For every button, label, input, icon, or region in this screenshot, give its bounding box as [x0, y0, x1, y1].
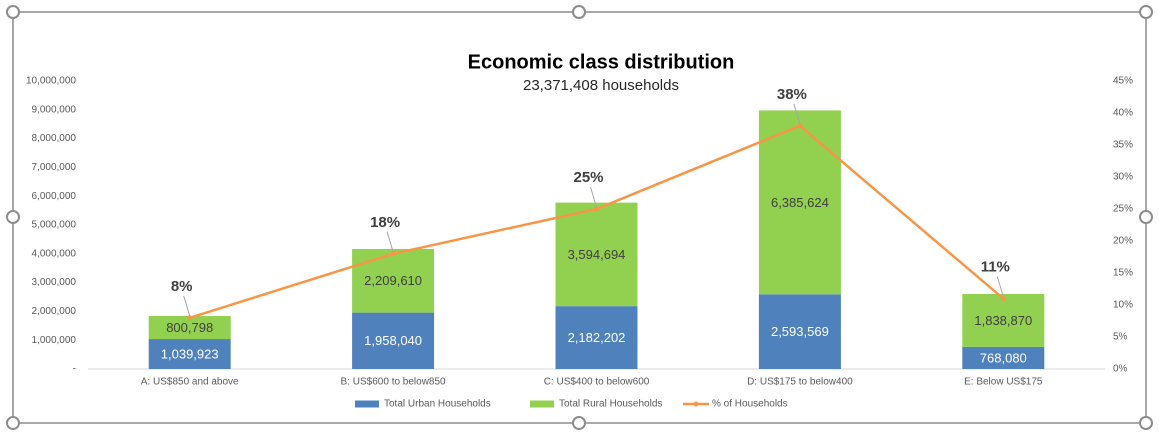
- y-tick-label: 2,000,000: [32, 306, 77, 317]
- bar: [962, 293, 1045, 347]
- handle[interactable]: [1139, 5, 1153, 19]
- data-label: 1,039,923: [161, 346, 219, 361]
- data-label: 800,798: [166, 320, 213, 335]
- bar: [148, 315, 231, 340]
- y-tick-label: 4,000,000: [32, 248, 77, 259]
- x-tick-label: A: US$850 and above: [141, 377, 239, 388]
- y2-tick-label: 45%: [1113, 76, 1133, 87]
- bar: [555, 202, 638, 307]
- legend-swatch: [693, 401, 699, 407]
- resize-handles[interactable]: [6, 5, 1153, 430]
- data-label: 768,080: [980, 350, 1027, 365]
- legend-label: % of Households: [712, 399, 788, 410]
- handle[interactable]: [1139, 210, 1153, 224]
- y-tick-label: 3,000,000: [32, 277, 77, 288]
- y2-tick-label: 25%: [1113, 204, 1133, 215]
- y-tick-label: 9,000,000: [32, 104, 77, 115]
- legend-swatch: [355, 400, 379, 408]
- handle[interactable]: [6, 5, 20, 19]
- leader-line: [386, 231, 394, 252]
- leader-line: [590, 186, 597, 208]
- data-label: 2,593,569: [771, 324, 829, 339]
- y2-tick-label: 35%: [1113, 140, 1133, 151]
- line-marker: [797, 123, 803, 129]
- bar: [555, 306, 638, 369]
- handle[interactable]: [572, 416, 586, 430]
- data-label: 1,838,870: [974, 313, 1032, 328]
- y-tick-label: 7,000,000: [32, 162, 77, 173]
- data-label: 38%: [777, 86, 807, 103]
- handle[interactable]: [1139, 416, 1153, 430]
- x-tick-label: E: Below US$175: [964, 377, 1043, 388]
- data-label: 11%: [981, 259, 1010, 276]
- handle[interactable]: [6, 210, 20, 224]
- y2-tick-label: 40%: [1113, 108, 1133, 119]
- data-label: 18%: [370, 214, 400, 231]
- x-tick-label: B: US$600 to below850: [341, 377, 447, 388]
- y-tick-label: 5,000,000: [32, 220, 77, 231]
- y2-tick-label: 0%: [1113, 364, 1128, 375]
- handle[interactable]: [6, 416, 20, 430]
- leader-line: [996, 276, 1004, 297]
- y-tick-label: 6,000,000: [32, 191, 77, 202]
- y2-tick-label: 20%: [1113, 236, 1133, 247]
- data-label: 1,958,040: [364, 333, 422, 348]
- leader-line: [793, 103, 801, 124]
- x-tick-label: D: US$175 to below400: [747, 377, 853, 388]
- y-tick-label: 8,000,000: [32, 133, 77, 144]
- legend-label: Total Urban Households: [384, 399, 491, 410]
- data-label: 2,209,610: [364, 273, 422, 288]
- bar: [758, 110, 841, 295]
- handle[interactable]: [572, 5, 586, 19]
- x-tick-label: C: US$400 to below600: [544, 377, 650, 388]
- data-label: 8%: [171, 278, 193, 295]
- data-label: 25%: [573, 169, 603, 186]
- y-tick-label: 10,000,000: [26, 76, 76, 87]
- legend-swatch: [530, 400, 554, 408]
- y2-tick-label: 30%: [1113, 172, 1133, 183]
- y2-tick-label: 10%: [1113, 300, 1133, 311]
- y-tick-label: -: [73, 364, 76, 375]
- bar: [148, 339, 231, 369]
- line-marker: [1000, 296, 1006, 302]
- line-marker: [390, 251, 396, 257]
- line-marker: [594, 206, 599, 212]
- bar: [758, 294, 841, 369]
- y2-tick-label: 5%: [1113, 332, 1128, 343]
- legend-label: Total Rural Households: [559, 399, 662, 410]
- chart-title: Economic class distribution: [468, 51, 735, 73]
- line-marker: [187, 315, 193, 321]
- data-label: 2,182,202: [568, 330, 626, 345]
- bar: [352, 312, 435, 369]
- leader-line: [183, 295, 191, 316]
- bar: [352, 248, 435, 313]
- bar: [962, 346, 1045, 369]
- y-tick-label: 1,000,000: [32, 335, 77, 346]
- chart-subtitle: 23,371,408 households: [523, 77, 679, 94]
- y2-tick-label: 15%: [1113, 268, 1133, 279]
- data-label: 6,385,624: [771, 195, 829, 210]
- data-label: 3,594,694: [568, 247, 626, 262]
